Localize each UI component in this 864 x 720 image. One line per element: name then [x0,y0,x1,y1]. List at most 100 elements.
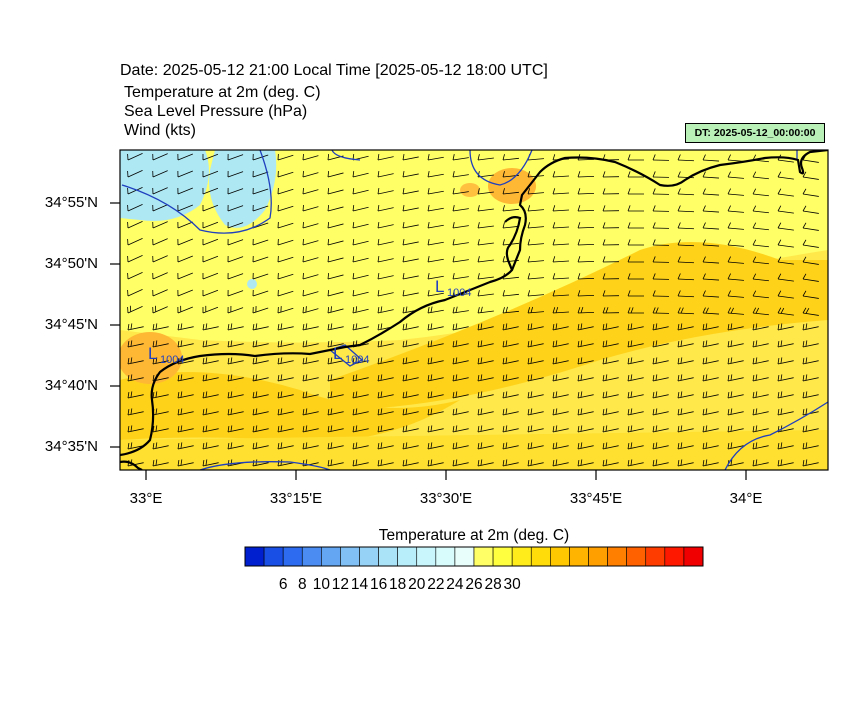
wind-barb [627,462,644,467]
wind-barb [452,276,469,280]
wind-barb-flag [777,341,780,348]
wind-barb-flag [577,375,580,382]
wind-barb [527,209,544,212]
colorbar-tick-label: 26 [465,576,483,593]
low-label: L [435,277,444,296]
wind-barb-flag [330,323,333,330]
wind-barb [702,227,719,230]
wind-barb [777,360,794,365]
wind-barb [377,258,394,263]
wind-barb-flag [155,425,158,432]
wind-barb-flag [277,358,280,365]
wind-barb-flag [702,358,705,365]
wind-barb-flag [405,306,408,313]
wind-barb-flag [477,392,480,399]
wind-barb [327,411,344,416]
wind-barb-flag [577,443,580,450]
wind-barb-flag [477,273,480,280]
wind-barb [552,277,569,280]
wind-barb-flag [552,205,556,212]
wind-barb-flag [177,341,180,348]
wind-barb [777,244,794,248]
wind-barb-flag [555,357,558,364]
wind-barb-flag [330,425,333,432]
wind-barb [502,225,519,229]
wind-barb-flag [552,188,556,195]
wind-barb-flag [427,443,430,450]
wind-barb [402,394,419,399]
wind-barb [377,343,394,348]
wind-barb-flag [155,323,158,330]
wind-barb-flag [552,392,555,399]
wind-barb-flag [502,324,505,331]
wind-barb-flag [327,392,330,399]
wind-barb [302,394,319,399]
wind-barb [602,445,619,450]
wind-barb [377,445,394,450]
wind-barb [377,241,394,246]
wind-barb [602,428,619,433]
wind-barb-flag [380,357,383,364]
wind-barb-flag [127,324,130,331]
wind-barb [502,326,519,331]
wind-barb-flag [555,391,558,398]
wind-barb-flag [802,341,805,348]
wind-barb [227,377,244,382]
wind-barb-flag [330,408,333,415]
wind-barb-flag [402,154,405,161]
wind-barb-flag [452,290,455,297]
colorbar-box [321,546,341,567]
wind-barb [377,394,394,399]
wind-barb [427,224,444,229]
colorbar-tick-label: 28 [484,576,502,593]
wind-barb-flag [527,443,530,450]
wind-barb-flag [402,222,405,229]
wind-barb-flag [527,171,531,178]
wind-barb-flag [705,425,708,432]
wind-barb [252,343,269,348]
wind-barb-flag [602,273,606,280]
wind-barb [452,394,469,399]
wind-barb-flag [255,357,258,364]
wind-barb-flag [352,460,355,467]
wind-barb-flag [527,188,531,195]
wind-barb-flag [402,256,405,263]
wind-barb-flag [752,426,755,433]
wind-barb-flag [730,307,734,314]
wind-barb-flag [577,205,581,212]
wind-barb [277,326,294,331]
wind-barb-flag [652,426,655,433]
wind-barb-flag [755,442,758,449]
wind-barb-flag [805,408,808,415]
wind-barb-flag [652,154,656,161]
wind-barb-flag [277,426,280,433]
wind-barb-flag [652,256,656,263]
wind-barb-flag [755,425,758,432]
wind-barb-flag [677,171,681,178]
wind-barb-flag [602,341,605,348]
wind-barb-flag [727,222,731,229]
wind-barb-flag [477,460,480,467]
wind-barb-flag [477,409,480,416]
wind-barb [727,326,744,331]
wind-barb [302,206,319,212]
wind-barb-flag [202,426,205,433]
wind-barb [227,428,244,433]
wind-barb [702,193,719,196]
wind-barb [502,276,519,280]
wind-barb [252,171,269,178]
wind-barb-flag [130,323,133,330]
wind-barb-flag [755,374,758,381]
wind-barb [752,343,769,348]
wind-barb-flag [552,273,556,280]
wind-barb [227,445,244,450]
wind-barb [777,343,794,348]
colorbar-box [244,546,265,567]
wind-barb-flag [402,307,405,314]
wind-barb-flag [702,375,705,382]
wind-barb [677,377,694,382]
wind-barb [727,312,744,315]
wind-barb-flag [180,374,183,381]
wind-barb-flag [255,323,258,330]
